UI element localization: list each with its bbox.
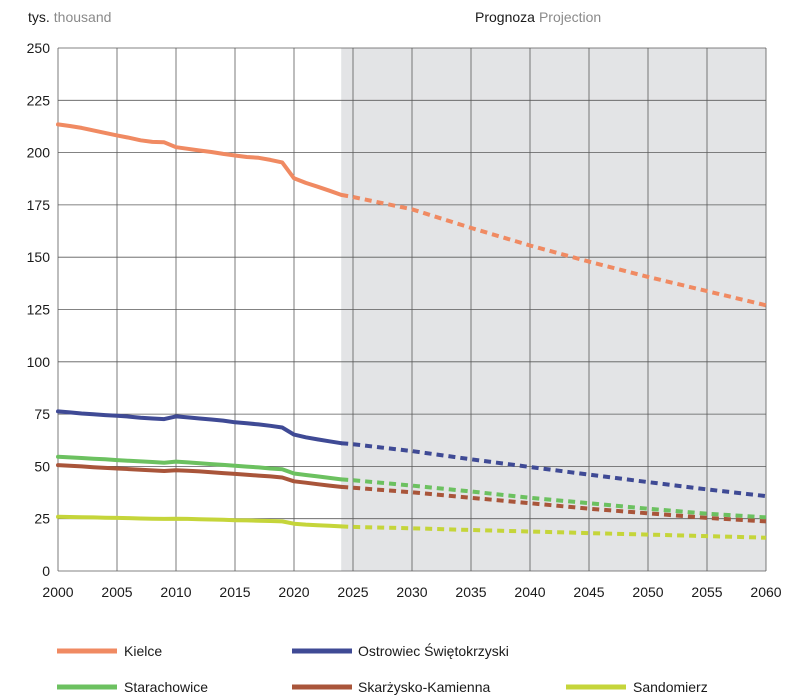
projection-label-main: Prognoza: [475, 9, 535, 25]
projection-label: Prognoza Projection: [475, 9, 601, 25]
y-tick-label-250: 250: [27, 40, 51, 56]
legend: Kielce Ostrowiec Świętokrzyski Starachow…: [57, 642, 708, 695]
legend-label-sandomierz: Sandomierz: [633, 679, 708, 695]
y-tick-label-225: 225: [27, 92, 51, 108]
y-tick-label-175: 175: [27, 197, 51, 213]
x-tick-label-2045: 2045: [573, 584, 604, 600]
y-tick-label-50: 50: [34, 458, 50, 474]
series-lines: [56, 122, 767, 540]
x-tick-label-2000: 2000: [42, 584, 73, 600]
x-tick-label-2015: 2015: [219, 584, 250, 600]
x-tick-label-2050: 2050: [632, 584, 663, 600]
y-unit-label: tys. thousand: [28, 9, 111, 25]
x-tick-label-2060: 2060: [750, 584, 781, 600]
series-line-kielce: [56, 122, 344, 197]
legend-label-skarzysko: Skarżysko-Kamienna: [358, 679, 490, 695]
series-line-skarzysko-kamienna: [56, 463, 344, 489]
x-tick-label-2020: 2020: [278, 584, 309, 600]
series-line-ostrowiec-swietokrzyski: [56, 409, 344, 446]
legend-label-kielce: Kielce: [124, 643, 162, 659]
x-tick-label-2005: 2005: [101, 584, 132, 600]
series-line-sandomierz: [56, 514, 344, 529]
series-line-starachowice: [56, 454, 344, 482]
x-tick-label-2010: 2010: [160, 584, 191, 600]
axis-labels: 0 25 50 75 100 125 150 175 200 225 250 2000 2005 2010…: [27, 40, 782, 600]
series-projection-ostrowiec-swietokrzyski: [341, 441, 767, 499]
series-projection-kielce: [340, 192, 767, 308]
x-tick-label-2025: 2025: [337, 584, 368, 600]
x-tick-label-2040: 2040: [514, 584, 545, 600]
x-tick-label-2035: 2035: [455, 584, 486, 600]
legend-label-starachowice: Starachowice: [124, 679, 208, 695]
y-tick-label-0: 0: [42, 563, 50, 579]
y-tick-label-150: 150: [27, 249, 51, 265]
y-tick-label-75: 75: [34, 406, 50, 422]
y-tick-label-100: 100: [27, 354, 51, 370]
y-tick-label-125: 125: [27, 302, 51, 318]
legend-label-ostrowiec: Ostrowiec Świętokrzyski: [358, 642, 509, 659]
y-unit-main: tys.: [28, 9, 50, 25]
y-tick-label-25: 25: [34, 511, 50, 527]
y-unit-sub: thousand: [54, 9, 112, 25]
projection-label-sub: Projection: [539, 9, 601, 25]
grid-lines: [57, 47, 767, 572]
y-tick-label-200: 200: [27, 145, 51, 161]
x-tick-label-2055: 2055: [691, 584, 722, 600]
x-tick-label-2030: 2030: [396, 584, 427, 600]
